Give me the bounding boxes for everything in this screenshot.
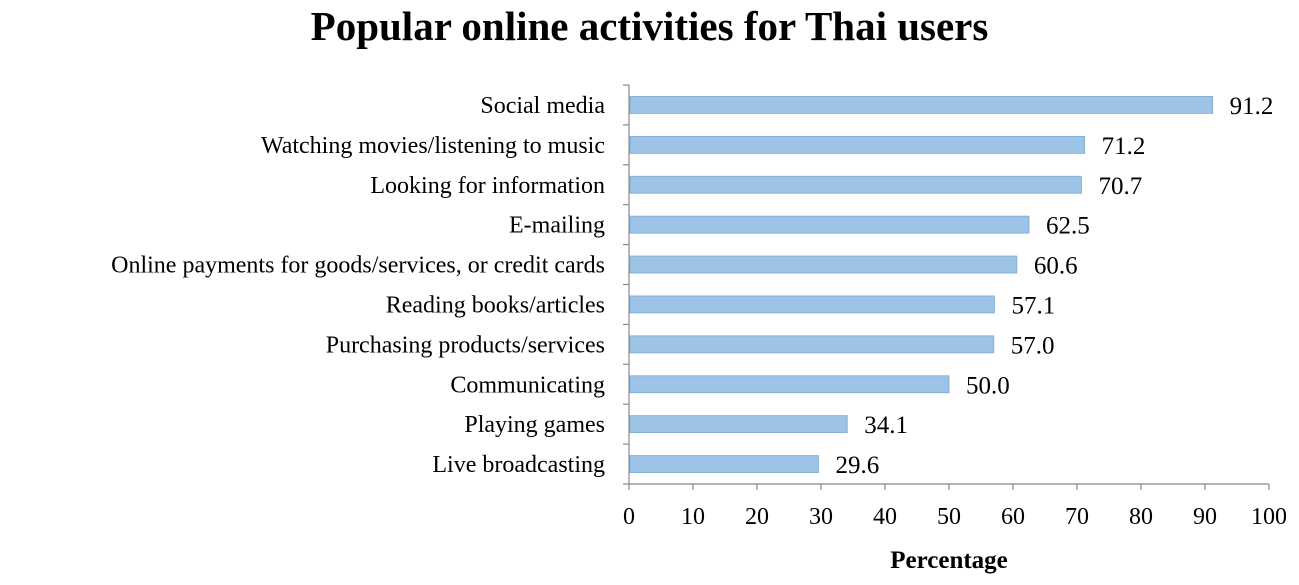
x-tick-label: 60	[1001, 504, 1025, 530]
x-tick-label: 100	[1251, 504, 1287, 530]
value-label: 71.2	[1102, 133, 1146, 160]
value-label: 70.7	[1098, 173, 1142, 200]
category-label: Purchasing products/services	[326, 332, 605, 358]
value-label: 29.6	[835, 452, 879, 479]
bar	[629, 335, 995, 354]
x-tick-label: 70	[1065, 504, 1089, 530]
value-label: 57.0	[1011, 332, 1055, 359]
category-label: Watching movies/listening to music	[261, 133, 605, 159]
bar	[629, 375, 950, 394]
value-label: 60.6	[1034, 253, 1078, 280]
category-label: Social media	[480, 93, 605, 119]
chart-title: Popular online activities for Thai users	[310, 3, 989, 49]
x-tick-label: 50	[937, 504, 961, 530]
category-label: Communicating	[450, 372, 605, 398]
x-axis-label: Percentage	[890, 547, 1008, 574]
value-label: 50.0	[966, 372, 1010, 399]
bar	[629, 96, 1214, 114]
bar	[629, 455, 819, 473]
bar	[629, 135, 1086, 154]
bar	[629, 255, 1018, 274]
value-label: 91.2	[1230, 93, 1274, 120]
category-label: Looking for information	[370, 173, 605, 199]
category-label: Reading books/articles	[386, 292, 605, 318]
x-tick-label: 80	[1129, 504, 1153, 530]
x-tick-label: 20	[745, 504, 769, 530]
bar	[629, 415, 848, 434]
bar	[629, 175, 1082, 194]
category-label: Online payments for goods/services, or c…	[111, 253, 605, 279]
value-label: 57.1	[1011, 292, 1055, 319]
x-tick-label: 40	[873, 504, 897, 530]
category-label: E-mailing	[509, 213, 605, 239]
category-label: Live broadcasting	[432, 452, 605, 478]
x-tick-label: 30	[809, 504, 833, 530]
x-tick-label: 10	[681, 504, 705, 530]
value-label: 62.5	[1046, 213, 1090, 240]
bar	[629, 295, 995, 314]
bar	[629, 215, 1030, 234]
x-tick-label: 90	[1193, 504, 1217, 530]
x-tick-label: 0	[623, 504, 635, 530]
category-label: Playing games	[464, 412, 605, 438]
value-label: 34.1	[864, 412, 908, 439]
